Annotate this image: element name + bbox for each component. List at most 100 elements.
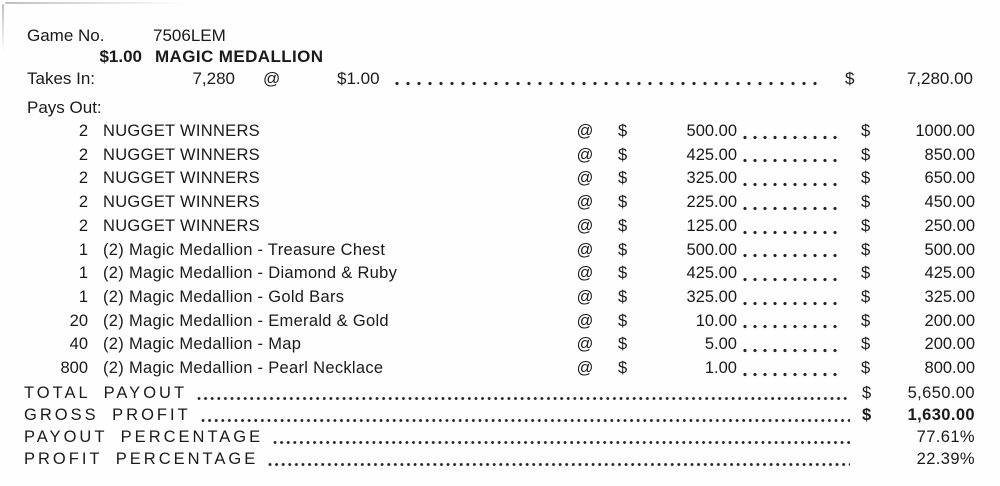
col-item-name: (2) Magic Medallion - Diamond & Ruby	[103, 264, 398, 283]
game-number-row: Game No. 7506LEM	[0, 26, 1000, 46]
summary-row-gross-profit: GROSS PROFIT $1,630.00	[0, 404, 1000, 427]
currency-symbol: $	[861, 288, 871, 307]
col-unit-price: 225.00	[686, 193, 737, 212]
at-symbol: @	[576, 216, 594, 235]
dot-leader	[742, 333, 841, 358]
col-item-name: NUGGET WINNERS	[103, 145, 260, 164]
dot-leader	[197, 383, 850, 405]
payout-row: 800 (2) Magic Medallion - Pearl Necklace @…	[0, 357, 1000, 381]
currency-symbol: $	[861, 240, 871, 259]
at-symbol: @	[576, 335, 594, 354]
currency-symbol: $	[861, 169, 871, 188]
game-title-row: $1.00 MAGIC MEDALLION	[0, 47, 1000, 67]
game-name: MAGIC MEDALLION	[155, 47, 324, 66]
currency-symbol: $	[861, 335, 871, 354]
currency-symbol: $	[861, 264, 871, 283]
col-total: 325.00	[924, 288, 975, 307]
col-unit-price: 325.00	[686, 288, 737, 307]
col-quantity: 1	[78, 288, 88, 307]
col-unit-price: 425.00	[686, 145, 737, 164]
at-symbol: @	[576, 240, 594, 259]
dot-leader	[742, 238, 841, 263]
takes-in-unit-price: $1.00	[337, 69, 380, 88]
col-quantity: 1	[78, 264, 88, 283]
summary-value: 22.39%	[916, 450, 975, 469]
col-item-name: NUGGET WINNERS	[103, 193, 260, 212]
pays-out-header-row: Pays Out:	[0, 98, 1000, 118]
col-quantity: 2	[78, 216, 88, 235]
currency-symbol: $	[618, 359, 628, 378]
dot-leader	[268, 448, 850, 471]
col-quantity: 40	[69, 335, 88, 354]
col-unit-price: 500.00	[686, 122, 737, 140]
summary-section: TOTAL PAYOUT $5,650.00 GROSS PROFIT $1,630.…	[0, 383, 1000, 471]
scan-border-top	[5, 2, 185, 4]
summary-value: 1,630.00	[907, 406, 975, 425]
dot-leader	[742, 262, 841, 287]
currency-symbol: $	[618, 335, 628, 354]
takes-in-row: Takes In: 7,280 @ $1.00 $ 7,280.00	[0, 69, 1000, 89]
currency-symbol: $	[861, 122, 871, 140]
currency-symbol: $	[618, 288, 628, 307]
col-unit-price: 5.00	[704, 335, 737, 354]
payout-row: 1 (2) Magic Medallion - Diamond & Ruby @ $4…	[0, 262, 1000, 287]
payout-row: 2 NUGGET WINNERS @ $500.00 $1000.00	[0, 120, 1000, 144]
currency-symbol: $	[861, 359, 871, 378]
col-quantity: 2	[78, 122, 88, 140]
summary-value: 77.61%	[916, 428, 975, 447]
dot-leader	[742, 191, 841, 215]
at-symbol: @	[576, 193, 594, 212]
currency-symbol: $	[618, 216, 628, 235]
summary-row-profit-percentage: PROFIT PERCENTAGE 22.39%	[0, 448, 1000, 471]
dot-leader	[742, 309, 841, 334]
col-item-name: (2) Magic Medallion - Treasure Chest	[103, 240, 386, 259]
currency-symbol: $	[861, 145, 871, 164]
summary-label: GROSS PROFIT	[24, 406, 191, 425]
dot-leader	[742, 167, 841, 192]
col-quantity: 1	[78, 240, 88, 259]
at-symbol: @	[576, 359, 594, 378]
col-quantity: 2	[78, 145, 88, 164]
takes-in-count: 7,280	[192, 69, 235, 88]
at-symbol: @	[576, 122, 594, 140]
col-item-name: NUGGET WINNERS	[103, 122, 260, 140]
summary-row-total-payout: TOTAL PAYOUT $5,650.00	[0, 383, 1000, 405]
col-unit-price: 325.00	[686, 169, 737, 188]
col-quantity: 2	[78, 193, 88, 212]
col-unit-price: 1.00	[704, 359, 737, 378]
currency-symbol: $	[618, 145, 628, 164]
at-symbol: @	[576, 288, 594, 307]
col-total: 250.00	[924, 216, 975, 235]
summary-label: PROFIT PERCENTAGE	[24, 450, 259, 469]
payout-row: 2 NUGGET WINNERS @ $425.00 $850.00	[0, 143, 1000, 168]
summary-label: PAYOUT PERCENTAGE	[24, 428, 264, 447]
payout-row: 2 NUGGET WINNERS @ $225.00 $450.00	[0, 191, 1000, 215]
at-symbol: @	[576, 169, 594, 188]
currency-symbol: $	[618, 311, 628, 330]
col-unit-price: 500.00	[686, 240, 737, 259]
summary-label: TOTAL PAYOUT	[24, 384, 188, 403]
currency-symbol: $	[618, 122, 628, 140]
payout-item-rows: 2 NUGGET WINNERS @ $500.00 $1000.00 2 NUGGET W…	[0, 120, 1000, 381]
takes-in-label: Takes In:	[27, 69, 96, 88]
col-total: 425.00	[924, 264, 975, 283]
dot-leader	[200, 404, 850, 427]
dot-leader	[273, 426, 850, 449]
col-total: 200.00	[924, 311, 975, 330]
col-unit-price: 425.00	[686, 264, 737, 283]
at-symbol: @	[263, 69, 281, 88]
col-total: 1000.00	[915, 122, 975, 140]
payout-row: 20 (2) Magic Medallion - Emerald & Gold @ $…	[0, 309, 1000, 334]
scan-border-left	[2, 4, 4, 52]
col-quantity: 20	[69, 311, 88, 330]
dot-leader	[742, 214, 841, 239]
game-number-label: Game No.	[27, 26, 105, 45]
currency-symbol: $	[618, 193, 628, 212]
pays-out-label: Pays Out:	[27, 98, 102, 117]
currency-symbol: $	[862, 384, 872, 403]
dot-leader	[742, 286, 841, 310]
col-quantity: 2	[78, 169, 88, 188]
currency-symbol: $	[861, 311, 871, 330]
currency-symbol: $	[618, 264, 628, 283]
